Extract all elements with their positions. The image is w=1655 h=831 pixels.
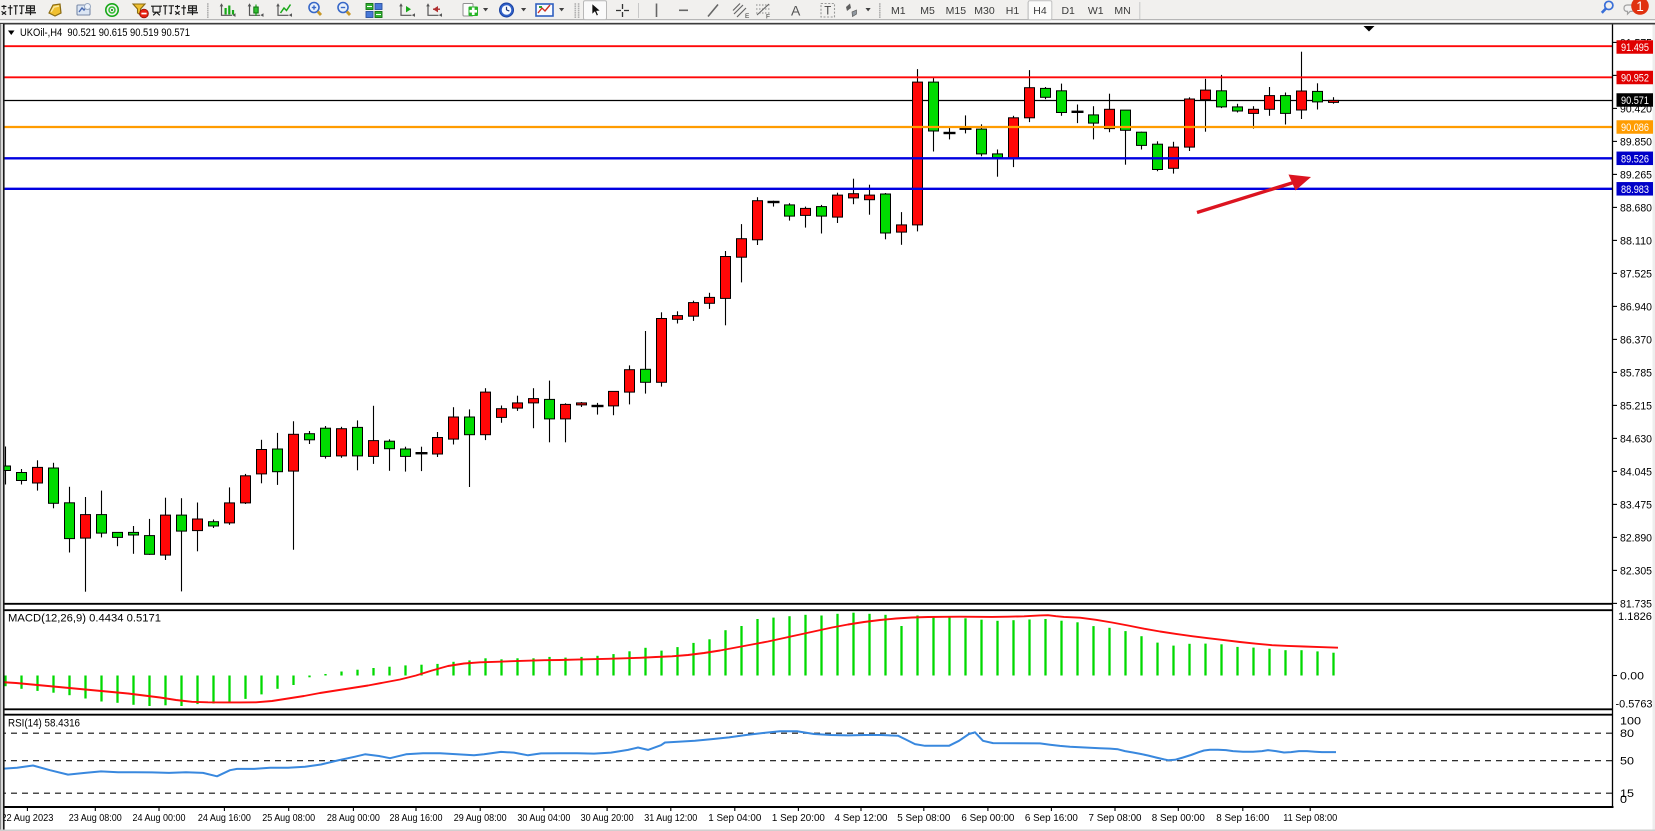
svg-text:89.850: 89.850 [1620, 136, 1652, 148]
svg-text:50: 50 [1620, 755, 1634, 767]
svg-text:90.952: 90.952 [1621, 73, 1649, 85]
svg-text:4 Sep 12:00: 4 Sep 12:00 [835, 812, 888, 824]
svg-text:M15: M15 [946, 5, 967, 17]
svg-text:24 Aug 00:00: 24 Aug 00:00 [133, 812, 186, 824]
svg-text:86.940: 86.940 [1620, 301, 1652, 313]
svg-text:D1: D1 [1061, 5, 1075, 17]
svg-text:6 Sep 00:00: 6 Sep 00:00 [961, 812, 1014, 824]
svg-text:11 Sep 08:00: 11 Sep 08:00 [1283, 812, 1337, 824]
svg-text:M5: M5 [920, 5, 935, 17]
svg-text:A: A [791, 3, 801, 19]
svg-text:H1: H1 [1006, 5, 1020, 17]
svg-text:28 Aug 00:00: 28 Aug 00:00 [327, 812, 380, 824]
svg-text:25 Aug 08:00: 25 Aug 08:00 [262, 812, 315, 824]
svg-text:85.785: 85.785 [1620, 367, 1652, 379]
svg-text:1: 1 [1636, 0, 1644, 14]
svg-text:84.045: 84.045 [1620, 466, 1652, 478]
svg-text:7 Sep 08:00: 7 Sep 08:00 [1089, 812, 1142, 824]
svg-text:85.215: 85.215 [1620, 400, 1652, 412]
svg-text:88.110: 88.110 [1620, 235, 1652, 247]
svg-text:M30: M30 [974, 5, 995, 17]
svg-text:90.086: 90.086 [1621, 122, 1649, 134]
svg-text:23 Aug 08:00: 23 Aug 08:00 [69, 812, 122, 824]
svg-text:81.735: 81.735 [1620, 598, 1652, 610]
svg-text:83.475: 83.475 [1620, 499, 1652, 511]
svg-text:1 Sep 04:00: 1 Sep 04:00 [708, 812, 761, 824]
svg-text:86.370: 86.370 [1620, 334, 1652, 346]
svg-text:6 Sep 16:00: 6 Sep 16:00 [1025, 812, 1078, 824]
svg-text:E: E [745, 13, 750, 20]
svg-text:RSI(14) 58.4316: RSI(14) 58.4316 [8, 718, 80, 730]
svg-text:0.00: 0.00 [1620, 671, 1644, 683]
svg-text:91.495: 91.495 [1621, 42, 1649, 54]
svg-text:0: 0 [1620, 794, 1627, 806]
svg-text:MN: MN [1114, 5, 1130, 17]
svg-text:31 Aug 12:00: 31 Aug 12:00 [644, 812, 697, 824]
svg-text:82.890: 82.890 [1620, 532, 1652, 544]
svg-text:88.680: 88.680 [1620, 202, 1652, 214]
svg-text:80: 80 [1620, 728, 1634, 740]
svg-text:H4: H4 [1033, 5, 1047, 17]
svg-text:F: F [766, 14, 770, 21]
svg-text:-0.5763: -0.5763 [1616, 698, 1653, 710]
svg-text:28 Aug 16:00: 28 Aug 16:00 [390, 812, 443, 824]
svg-text:88.983: 88.983 [1621, 184, 1649, 196]
svg-text:22 Aug 2023: 22 Aug 2023 [1, 812, 53, 824]
svg-text:UKOil-,H4 90.521 90.615 90.51: UKOil-,H4 90.521 90.615 90.519 90.571 [20, 27, 190, 39]
svg-text:W1: W1 [1088, 5, 1104, 17]
svg-text:8 Sep 16:00: 8 Sep 16:00 [1216, 812, 1269, 824]
svg-text:82.305: 82.305 [1620, 565, 1652, 577]
svg-text:30 Aug 04:00: 30 Aug 04:00 [517, 812, 570, 824]
svg-text:MACD(12,26,9) 0.4434 0.5171: MACD(12,26,9) 0.4434 0.5171 [8, 613, 161, 625]
svg-text:30 Aug 20:00: 30 Aug 20:00 [581, 812, 634, 824]
svg-text:100: 100 [1620, 716, 1641, 728]
svg-text:1 Sep 20:00: 1 Sep 20:00 [772, 812, 825, 824]
svg-text:87.525: 87.525 [1620, 268, 1652, 280]
svg-text:8 Sep 00:00: 8 Sep 00:00 [1152, 812, 1205, 824]
svg-text:90.571: 90.571 [1621, 95, 1649, 107]
svg-text:24 Aug 16:00: 24 Aug 16:00 [198, 812, 251, 824]
svg-text:5 Sep 08:00: 5 Sep 08:00 [897, 812, 950, 824]
svg-text:15: 15 [1620, 788, 1634, 800]
svg-text:29 Aug 08:00: 29 Aug 08:00 [454, 812, 507, 824]
svg-text:89.526: 89.526 [1621, 153, 1649, 165]
svg-text:M1: M1 [891, 5, 906, 17]
svg-text:84.630: 84.630 [1620, 433, 1652, 445]
svg-text:1.1826: 1.1826 [1618, 611, 1652, 623]
svg-text:89.265: 89.265 [1620, 169, 1652, 181]
svg-text:T: T [824, 6, 831, 18]
